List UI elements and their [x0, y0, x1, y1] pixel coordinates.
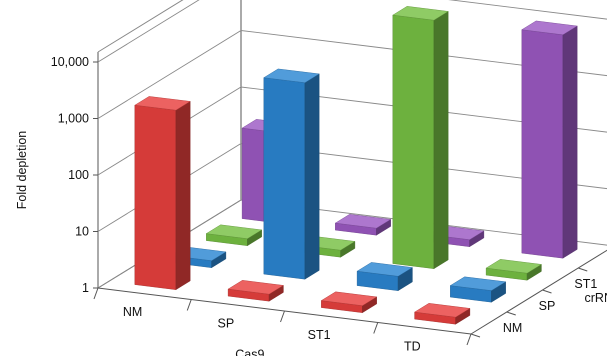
bar-top-face	[205, 224, 263, 239]
bar-top-face	[263, 68, 320, 83]
bar-side-face	[433, 11, 449, 270]
bar	[356, 262, 413, 292]
x-tick-mark	[280, 310, 285, 323]
bar	[414, 303, 471, 325]
gridlines	[93, 0, 607, 289]
bar-top-face	[392, 6, 449, 21]
y-tick-label: 1	[82, 281, 89, 295]
y-tick-label: 10	[75, 225, 89, 239]
gridline	[97, 30, 607, 119]
depth-tick-mark	[506, 311, 516, 316]
bar-top-face	[334, 214, 392, 229]
bar	[134, 96, 191, 291]
y-tick-label: 10,000	[51, 55, 89, 69]
depth-tick-labels: NM SP ST1 TD	[503, 277, 597, 335]
depth-tick-label: ST1	[574, 277, 597, 291]
bar-side-face	[562, 25, 578, 259]
bar-front-face	[263, 77, 306, 280]
x-axis-title: Cas9	[235, 348, 264, 356]
bar-top-face	[227, 280, 284, 295]
bar-front-face	[392, 14, 435, 269]
x-tick-label: TD	[404, 339, 421, 353]
bar-front-face	[134, 104, 177, 290]
x-tick-mark	[93, 287, 99, 300]
bar	[334, 214, 392, 236]
depth-tick-mark	[470, 333, 481, 338]
depth-tick-label: NM	[503, 321, 522, 335]
y-tick-label: 100	[68, 168, 89, 182]
bar-top-face	[449, 276, 507, 291]
bar	[449, 276, 507, 303]
floor-lines	[93, 249, 607, 346]
x-tick-mark	[186, 299, 192, 311]
bar-side-face	[175, 101, 191, 291]
y-tick-label: 1,000	[58, 112, 89, 126]
x-tick-label: NM	[123, 305, 142, 319]
left-wall-top-edge	[97, 0, 184, 53]
x-tick-label: ST1	[308, 328, 331, 342]
x-tick-labels: NM SP ST1 TD	[123, 305, 421, 354]
bar-top-face	[414, 303, 471, 318]
bars	[134, 6, 578, 325]
bar	[521, 20, 578, 259]
bar	[485, 259, 542, 281]
depth-axis-title: crRNA	[585, 291, 607, 305]
bar	[205, 224, 263, 247]
bar-front-face	[521, 29, 564, 259]
depth-tick-label: SP	[539, 299, 556, 313]
bar-top-face	[356, 262, 413, 277]
bar	[392, 6, 449, 270]
y-tick-labels: 1 10 100 1,000 10,000	[51, 55, 89, 295]
y-axis-title: Fold depletion	[15, 131, 29, 210]
bar-top-face	[485, 259, 542, 274]
bar	[227, 280, 284, 302]
x-tick-mark	[373, 322, 379, 334]
bar-top-face	[521, 20, 578, 36]
bar-side-face	[304, 73, 320, 280]
bar	[320, 291, 378, 314]
x-tick-label: SP	[218, 316, 235, 330]
x-tick-mark	[466, 333, 472, 346]
depth-tick-mark	[578, 267, 588, 272]
depth-tick-mark	[542, 289, 552, 294]
bar	[263, 68, 320, 280]
bar-top-face	[134, 96, 191, 111]
gridline	[97, 0, 607, 63]
bar-top-face	[320, 291, 378, 306]
